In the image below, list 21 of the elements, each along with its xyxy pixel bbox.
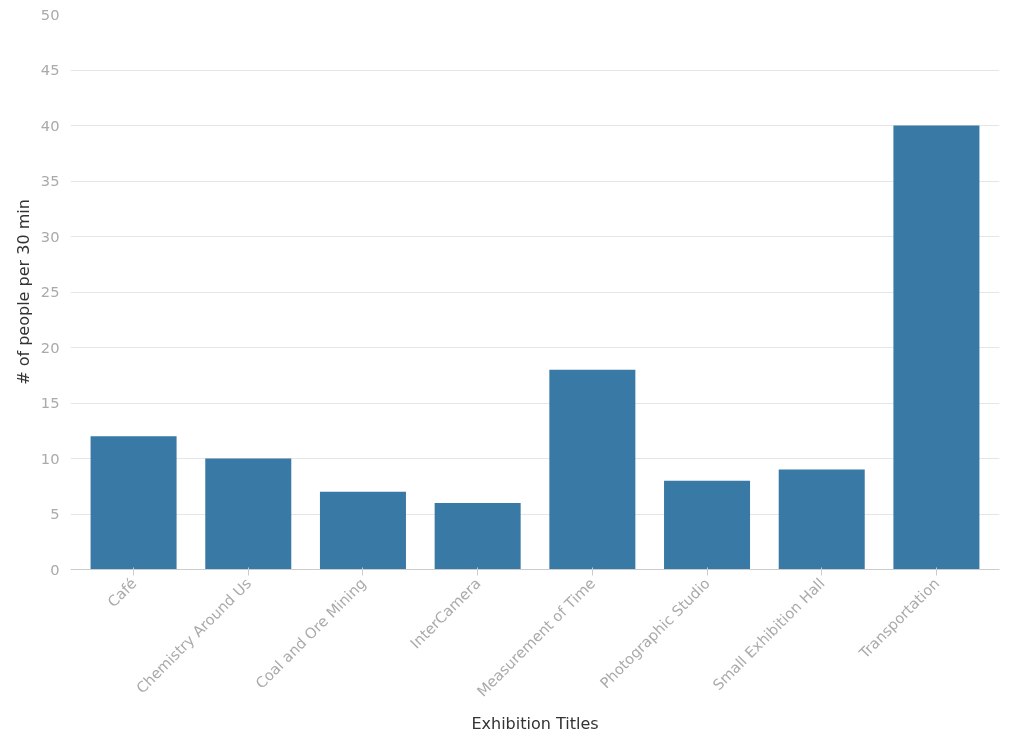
y-tick-label: 0: [50, 560, 60, 578]
bar: [90, 436, 177, 570]
y-axis-title: # of people per 30 min: [13, 199, 33, 385]
bar: [664, 480, 751, 570]
x-axis-title: Exhibition Titles: [471, 713, 599, 733]
y-tick-label: 5: [50, 505, 60, 522]
y-tick-label: 10: [40, 449, 60, 467]
bar: [549, 369, 636, 570]
bar: [893, 125, 980, 570]
bar: [434, 502, 521, 570]
y-tick-label: 15: [40, 394, 60, 411]
y-tick-label: 50: [40, 5, 60, 23]
bar: [205, 458, 292, 570]
y-tick-label: 30: [40, 227, 60, 245]
y-tick-label: 25: [40, 283, 60, 300]
y-tick-label: 40: [40, 116, 60, 134]
bar: [778, 469, 865, 570]
y-tick-label: 45: [40, 61, 60, 78]
y-tick-label: 20: [40, 338, 60, 356]
bar: [319, 491, 406, 570]
y-tick-label: 35: [40, 172, 60, 189]
